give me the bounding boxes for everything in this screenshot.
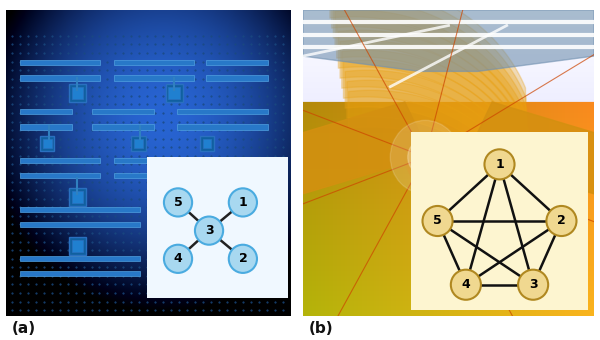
Bar (20, 109, 71, 114)
FancyBboxPatch shape (144, 159, 293, 308)
Bar (71, 191, 83, 203)
Bar (40, 136, 55, 151)
Bar (20, 124, 71, 130)
Circle shape (408, 139, 443, 175)
FancyBboxPatch shape (407, 134, 595, 322)
Circle shape (422, 206, 452, 236)
Circle shape (229, 188, 257, 217)
Circle shape (484, 149, 515, 180)
Bar (166, 188, 183, 206)
Bar (114, 173, 166, 178)
Circle shape (391, 120, 460, 194)
Text: 2: 2 (557, 215, 566, 227)
FancyBboxPatch shape (142, 153, 291, 303)
Bar (114, 75, 194, 81)
Text: 2: 2 (239, 252, 247, 265)
Bar (71, 87, 83, 99)
Circle shape (418, 149, 433, 165)
Circle shape (164, 245, 192, 273)
Bar (134, 139, 143, 148)
Bar (163, 237, 180, 255)
Bar (205, 60, 268, 65)
Bar (20, 60, 100, 65)
Bar (177, 173, 268, 178)
Bar (163, 207, 271, 212)
Bar (69, 84, 86, 102)
Bar (114, 158, 166, 163)
Polygon shape (303, 102, 594, 255)
Text: 4: 4 (461, 278, 470, 291)
Bar (91, 109, 154, 114)
Bar (163, 256, 271, 261)
Bar (43, 139, 52, 148)
Bar (177, 109, 268, 114)
Bar (20, 207, 140, 212)
Bar (177, 124, 268, 130)
Circle shape (518, 270, 548, 300)
Bar (131, 136, 146, 151)
FancyBboxPatch shape (404, 127, 592, 315)
Bar (20, 256, 140, 261)
Circle shape (164, 188, 192, 217)
Text: 4: 4 (173, 252, 182, 265)
Bar (91, 124, 154, 130)
Bar (169, 191, 180, 203)
Bar (166, 240, 177, 252)
Bar (205, 75, 268, 81)
Bar (166, 84, 183, 102)
Bar (20, 173, 100, 178)
Bar (163, 271, 271, 276)
Bar (69, 188, 86, 206)
Text: 3: 3 (529, 278, 538, 291)
Text: 5: 5 (433, 215, 442, 227)
Bar (169, 87, 180, 99)
Circle shape (451, 270, 481, 300)
Circle shape (229, 245, 257, 273)
Bar (71, 240, 83, 252)
Bar (69, 237, 86, 255)
Bar (20, 75, 100, 81)
Bar (114, 60, 194, 65)
Polygon shape (303, 10, 594, 71)
Bar (203, 139, 211, 148)
Bar (177, 158, 268, 163)
Bar (20, 158, 100, 163)
Bar (20, 222, 140, 227)
Text: (b): (b) (309, 321, 334, 336)
Bar (20, 271, 140, 276)
Text: 5: 5 (173, 196, 182, 209)
Text: 1: 1 (495, 158, 504, 171)
Bar (163, 222, 271, 227)
Circle shape (195, 217, 223, 245)
Text: (a): (a) (12, 321, 36, 336)
Bar (200, 136, 214, 151)
Text: 3: 3 (205, 224, 214, 237)
Circle shape (547, 206, 577, 236)
Text: 1: 1 (239, 196, 247, 209)
